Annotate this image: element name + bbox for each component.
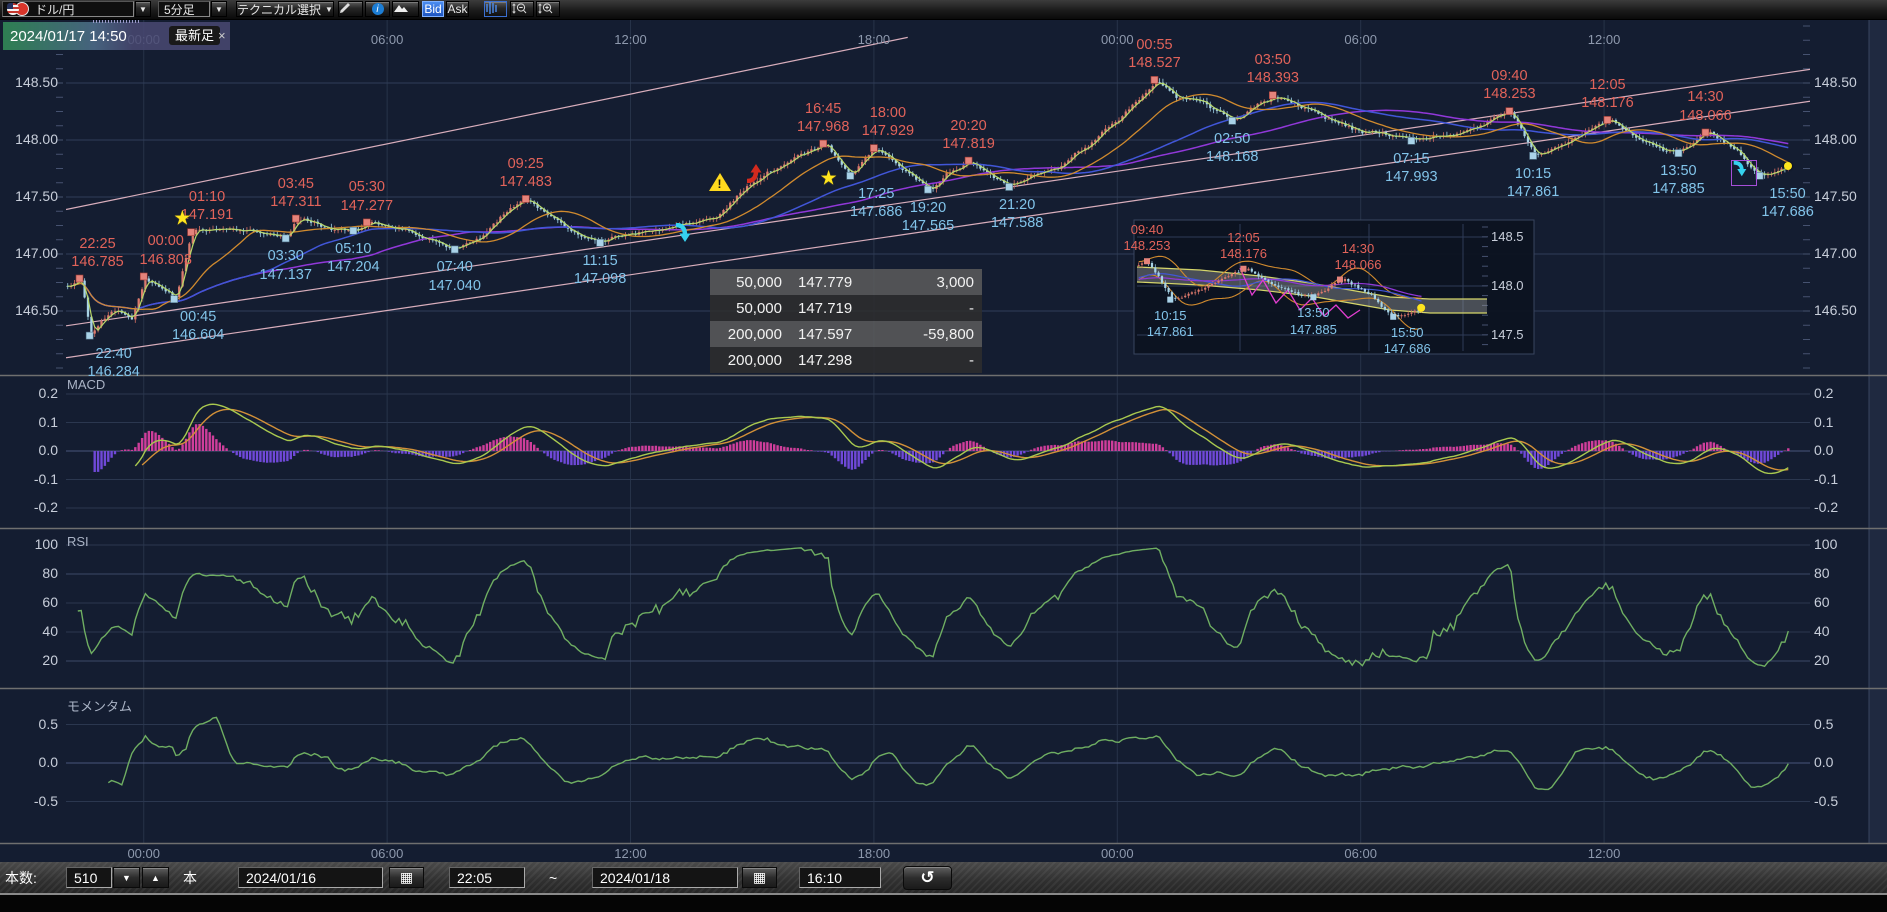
- position-pnl: -: [902, 300, 982, 317]
- swing-marker: [140, 273, 147, 280]
- currency-pair-label: ドル/円: [35, 1, 74, 18]
- calendar-icon: ▦: [753, 869, 766, 886]
- swing-marker: [965, 157, 972, 164]
- swing-marker: [188, 229, 195, 236]
- position-price: 147.597: [782, 326, 902, 343]
- swing-marker: [86, 332, 93, 339]
- swing-marker: [171, 296, 178, 303]
- position-qty: 50,000: [710, 274, 782, 291]
- timeframe-select[interactable]: 5分足: [158, 1, 210, 17]
- ask-button[interactable]: Ask: [446, 1, 469, 17]
- swing-marker: [282, 235, 289, 242]
- position-table: 50,000147.7793,00050,000147.719-200,0001…: [710, 269, 982, 373]
- position-qty: 200,000: [710, 352, 782, 369]
- swing-marker: [1151, 76, 1158, 83]
- position-price: 147.298: [782, 352, 902, 369]
- vertical-zoom-out-button[interactable]: [510, 1, 534, 17]
- swing-marker: [1408, 137, 1415, 144]
- position-price: 147.719: [782, 300, 902, 317]
- macd-title: MACD: [67, 377, 105, 392]
- range-tilde-label: ~: [549, 867, 557, 888]
- bar-count-label: 本数:: [5, 867, 37, 888]
- vertical-zoom-in-button[interactable]: [536, 1, 560, 17]
- date-from-input[interactable]: 2024/01/16: [238, 867, 383, 888]
- latest-bar-tag: 2024/01/17 14:50 最新足 ×: [3, 22, 230, 50]
- swing-marker: [870, 145, 877, 152]
- swing-marker: [597, 239, 604, 246]
- position-row: 50,000147.7793,000: [710, 269, 982, 295]
- calendar-icon: ▦: [400, 869, 413, 886]
- position-pnl: 3,000: [902, 274, 982, 291]
- rsi-line: [78, 548, 1789, 666]
- swing-marker: [1675, 150, 1682, 157]
- technical-select-label: テクニカル選択: [237, 1, 321, 18]
- rsi-title: RSI: [67, 534, 89, 549]
- position-row: 200,000147.298-: [710, 347, 982, 373]
- swing-marker: [1006, 183, 1013, 190]
- undo-icon: ↺: [920, 868, 934, 888]
- swing-marker: [1229, 117, 1236, 124]
- swing-marker: [1269, 92, 1276, 99]
- momentum-line: [108, 717, 1788, 789]
- bar-unit-label: 本: [183, 867, 197, 888]
- time-from-input[interactable]: 22:05: [449, 867, 525, 888]
- swing-marker: [451, 246, 458, 253]
- chart-type-button[interactable]: [392, 1, 419, 17]
- technical-select-button[interactable]: テクニカル選択 ▼: [236, 1, 334, 17]
- candle-zoom-button[interactable]: [484, 1, 507, 17]
- date-from-calendar-button[interactable]: ▦: [389, 867, 424, 888]
- bar-count-input[interactable]: 510: [66, 867, 112, 888]
- bar-count-up-button[interactable]: ▲: [142, 867, 169, 888]
- undo-button[interactable]: ↺: [903, 866, 952, 890]
- info-button[interactable]: i: [365, 1, 390, 17]
- swing-marker: [925, 186, 932, 193]
- macd-histogram-negative: [95, 451, 1782, 472]
- date-to-input[interactable]: 2024/01/18: [592, 867, 738, 888]
- position-qty: 50,000: [710, 300, 782, 317]
- close-icon[interactable]: ×: [218, 28, 226, 43]
- swing-marker: [1506, 108, 1513, 115]
- swing-marker: [1702, 129, 1709, 136]
- currency-pair-select[interactable]: ドル/円: [2, 1, 134, 17]
- position-price: 147.779: [782, 274, 902, 291]
- main-chart-canvas[interactable]: [0, 0, 1887, 912]
- timeframe-dropdown-icon[interactable]: ▼: [211, 1, 227, 17]
- info-icon: i: [372, 3, 384, 15]
- bottom-black-strip: [0, 895, 1887, 912]
- currency-pair-dropdown-icon[interactable]: ▼: [135, 1, 151, 17]
- position-pnl: -59,800: [902, 326, 982, 343]
- swing-marker: [1604, 116, 1611, 123]
- position-row: 200,000147.597-59,800: [710, 321, 982, 347]
- swing-marker: [820, 140, 827, 147]
- bar-count-down-button[interactable]: ▼: [113, 867, 140, 888]
- bottom-toolbar: 本数: 510 ▼ ▲ 本 2024/01/16 ▦ 22:05 ~ 2024/…: [0, 862, 1887, 893]
- us-flag-icon: [7, 3, 19, 15]
- position-pnl: -: [902, 352, 982, 369]
- draw-tool-button[interactable]: [338, 1, 363, 17]
- date-to-calendar-button[interactable]: ▦: [742, 867, 777, 888]
- time-to-input[interactable]: 16:10: [799, 867, 881, 888]
- trend-line-0: [66, 37, 908, 209]
- bid-button[interactable]: Bid: [422, 1, 444, 17]
- swing-marker: [292, 215, 299, 222]
- timeframe-label: 5分足: [164, 1, 195, 18]
- trading-app-window: { "toolbar": { "pair": "ドル/円", "timefram…: [0, 0, 1887, 912]
- swing-marker: [76, 275, 83, 282]
- latest-bar-badge: 最新足: [169, 26, 220, 45]
- position-qty: 200,000: [710, 326, 782, 343]
- chevron-down-icon: ▼: [325, 5, 333, 14]
- position-row: 50,000147.719-: [710, 295, 982, 321]
- momentum-title: モメンタム: [67, 696, 132, 715]
- swing-marker: [363, 219, 370, 226]
- swing-marker: [350, 227, 357, 234]
- top-toolbar: ドル/円 ▼ 5分足 ▼ テクニカル選択 ▼ i Bid Ask: [0, 0, 1887, 20]
- swing-marker: [1530, 152, 1537, 159]
- swing-marker: [847, 172, 854, 179]
- tag-datetime: 2024/01/17 14:50: [10, 28, 127, 45]
- swing-marker: [1756, 172, 1763, 179]
- swing-marker: [522, 195, 529, 202]
- inset-last-price-dot: [1417, 304, 1425, 312]
